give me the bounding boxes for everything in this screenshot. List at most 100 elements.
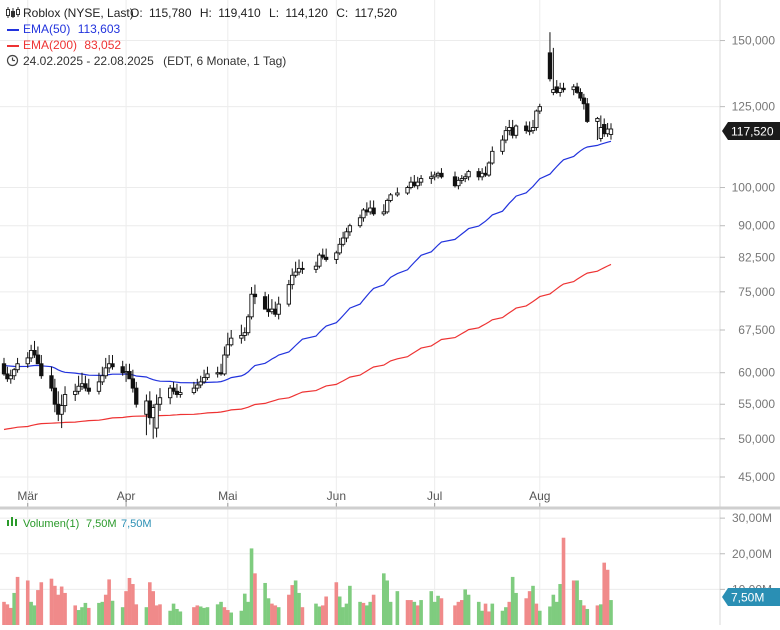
candle[interactable] [96, 372, 102, 395]
candle[interactable] [388, 193, 393, 203]
candle[interactable] [381, 204, 386, 216]
candle[interactable] [151, 404, 156, 439]
candle[interactable] [500, 135, 505, 155]
candle[interactable] [171, 381, 176, 395]
candle[interactable] [490, 146, 495, 165]
candle[interactable] [15, 357, 20, 373]
candle[interactable] [608, 123, 614, 140]
candle[interactable] [73, 383, 78, 401]
candle[interactable] [168, 384, 173, 405]
candle[interactable] [371, 200, 376, 216]
candle[interactable] [110, 355, 115, 370]
candle[interactable] [25, 352, 30, 368]
candle[interactable] [574, 82, 580, 94]
candle[interactable] [605, 122, 610, 137]
candle[interactable] [154, 394, 159, 438]
candle[interactable] [123, 363, 129, 382]
candle[interactable] [296, 259, 302, 276]
candle[interactable] [35, 346, 41, 365]
candle[interactable] [598, 115, 603, 142]
candle[interactable] [537, 103, 542, 114]
candle[interactable] [344, 227, 349, 243]
candle[interactable] [340, 231, 346, 247]
candle[interactable] [320, 248, 325, 260]
candle[interactable] [463, 173, 468, 183]
candle[interactable] [242, 327, 247, 341]
candle[interactable] [530, 119, 536, 134]
candle[interactable] [218, 363, 224, 376]
candle[interactable] [452, 171, 458, 188]
candle[interactable] [134, 381, 139, 408]
candle[interactable] [571, 84, 576, 96]
candle[interactable] [86, 378, 91, 395]
candle[interactable] [337, 238, 342, 256]
candle[interactable] [56, 391, 61, 422]
candle[interactable] [239, 324, 244, 344]
candle[interactable] [368, 200, 373, 215]
candle[interactable] [28, 344, 34, 362]
candle[interactable] [52, 378, 58, 413]
candle[interactable] [561, 82, 566, 93]
candle[interactable] [49, 366, 54, 392]
candle[interactable] [252, 284, 258, 305]
candle[interactable] [286, 279, 291, 307]
candle[interactable] [429, 171, 434, 184]
candle[interactable] [130, 369, 136, 393]
candle[interactable] [456, 176, 461, 190]
candle[interactable] [293, 261, 298, 278]
candle[interactable] [76, 375, 81, 395]
candle[interactable] [1, 357, 7, 376]
candle[interactable] [507, 119, 512, 136]
candle[interactable] [534, 109, 539, 131]
candle[interactable] [412, 175, 417, 188]
candle[interactable] [357, 214, 363, 228]
candle[interactable] [317, 252, 322, 269]
candle[interactable] [547, 32, 553, 82]
candle[interactable] [385, 198, 390, 214]
candle[interactable] [157, 388, 163, 411]
candle[interactable] [8, 369, 13, 384]
candle[interactable] [103, 357, 108, 379]
candle[interactable] [313, 261, 319, 273]
candle[interactable] [195, 378, 200, 392]
candle[interactable] [198, 375, 203, 389]
candle[interactable] [39, 355, 44, 379]
candle[interactable] [262, 291, 268, 310]
candle[interactable] [364, 202, 369, 216]
candle[interactable] [418, 175, 424, 186]
candle[interactable] [79, 372, 85, 391]
candle[interactable] [476, 168, 481, 181]
candle[interactable] [144, 394, 149, 436]
candle[interactable] [276, 296, 281, 320]
candle[interactable] [513, 124, 519, 139]
candle[interactable] [191, 381, 197, 395]
candle[interactable] [225, 332, 230, 358]
candle[interactable] [273, 301, 278, 317]
candle[interactable] [266, 294, 271, 317]
candle[interactable] [578, 88, 583, 101]
candle[interactable] [347, 223, 353, 236]
candle[interactable] [106, 355, 112, 373]
candle[interactable] [395, 187, 400, 197]
candle[interactable] [527, 121, 532, 136]
candle[interactable] [290, 268, 295, 290]
candle[interactable] [334, 250, 339, 264]
candle[interactable] [435, 171, 441, 179]
candle[interactable] [120, 360, 125, 376]
candle[interactable] [229, 330, 234, 347]
candle[interactable] [205, 366, 210, 381]
candle[interactable] [300, 261, 305, 274]
candle[interactable] [249, 287, 254, 320]
candle[interactable] [147, 391, 152, 425]
candle[interactable] [408, 176, 414, 190]
candle[interactable] [503, 125, 509, 144]
candle[interactable] [439, 168, 444, 179]
candle[interactable] [405, 185, 410, 195]
candle[interactable] [178, 386, 183, 398]
candle[interactable] [581, 93, 587, 110]
candle[interactable] [486, 161, 492, 177]
candle[interactable] [510, 119, 515, 139]
candle[interactable] [62, 386, 68, 413]
candle[interactable] [12, 367, 17, 381]
